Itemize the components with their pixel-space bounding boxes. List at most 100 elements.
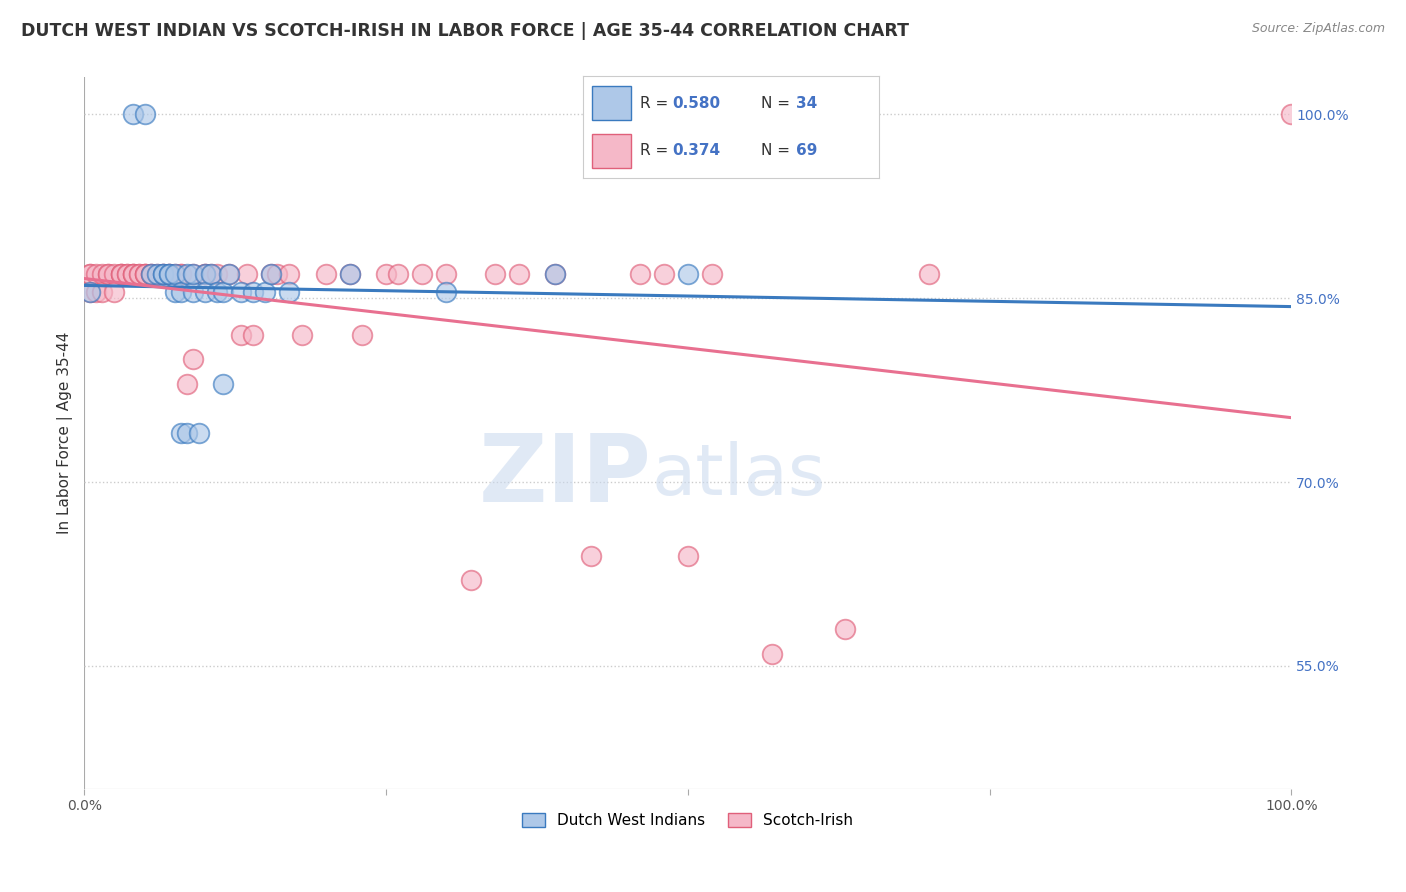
Point [79,285,101,299]
Point [212,376,235,391]
Point [145,267,167,281]
Point [91,267,114,281]
Point [200,267,222,281]
Point [212,285,235,299]
Point [134,107,156,121]
Point [242,285,264,299]
Point [652,267,675,281]
Point [134,267,156,281]
Point [460,573,482,587]
Point [260,267,283,281]
Point [834,622,856,636]
Point [200,267,222,281]
Point [170,267,193,281]
Point [278,285,301,299]
Point [134,267,156,281]
Point [205,267,228,281]
Point [676,267,699,281]
Point [121,267,143,281]
Text: 0.580: 0.580 [672,96,720,111]
Point [152,267,174,281]
Point [152,267,174,281]
Point [163,267,186,281]
Point [79,285,101,299]
Point [231,327,253,342]
Point [103,285,125,299]
Point [194,285,217,299]
Point [194,267,217,281]
Point [194,267,217,281]
Point [152,267,174,281]
Point [145,267,167,281]
Point [176,267,198,281]
Text: N =: N = [761,96,794,111]
Point [236,267,259,281]
Text: atlas: atlas [651,442,825,510]
Point [761,647,783,661]
Text: DUTCH WEST INDIAN VS SCOTCH-IRISH IN LABOR FORCE | AGE 35-44 CORRELATION CHART: DUTCH WEST INDIAN VS SCOTCH-IRISH IN LAB… [21,22,910,40]
Point [91,285,114,299]
Point [350,327,373,342]
Point [544,267,567,281]
Point [79,267,101,281]
Point [103,267,125,281]
Point [205,285,228,299]
Point [339,267,361,281]
Point [918,267,941,281]
Point [508,267,530,281]
Point [121,107,143,121]
Point [110,267,132,281]
Point [181,352,204,367]
Point [110,267,132,281]
Point [218,267,240,281]
Point [194,267,217,281]
Point [676,549,699,563]
Point [97,267,120,281]
Point [157,267,180,281]
Point [139,267,162,281]
Point [163,267,186,281]
Point [163,285,186,299]
Y-axis label: In Labor Force | Age 35-44: In Labor Force | Age 35-44 [58,332,73,534]
Point [170,267,193,281]
Point [484,267,506,281]
Point [411,267,433,281]
Point [170,285,193,299]
Point [121,267,143,281]
Point [115,267,138,281]
Point [86,267,108,281]
Point [181,267,204,281]
Point [157,267,180,281]
Point [266,267,288,281]
Point [628,267,651,281]
Point [254,285,277,299]
Point [339,267,361,281]
Text: R =: R = [640,144,672,158]
Point [121,267,143,281]
Point [231,285,253,299]
Point [97,267,120,281]
Point [700,267,723,281]
Point [375,267,398,281]
Point [242,327,264,342]
Point [134,267,156,281]
Point [188,425,211,440]
Point [315,267,337,281]
Text: ZIP: ZIP [478,430,651,522]
Point [110,267,132,281]
Point [86,285,108,299]
Point [139,267,162,281]
Point [128,267,150,281]
Point [139,267,162,281]
Point [152,267,174,281]
Point [128,267,150,281]
Text: N =: N = [761,144,794,158]
Point [1279,107,1302,121]
Text: R =: R = [640,96,672,111]
Point [115,267,138,281]
Legend: Dutch West Indians, Scotch-Irish: Dutch West Indians, Scotch-Irish [516,807,859,834]
Text: 0.374: 0.374 [672,144,720,158]
Point [581,549,603,563]
FancyBboxPatch shape [592,87,631,120]
Point [218,267,240,281]
